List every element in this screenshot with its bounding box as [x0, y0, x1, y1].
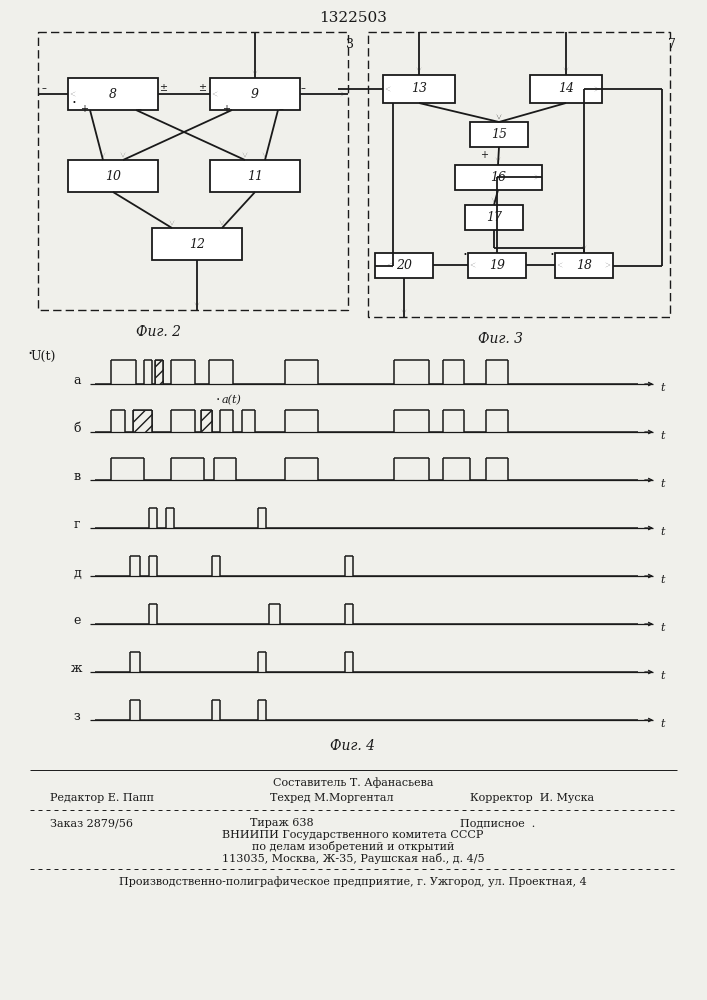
Text: ·: ·: [71, 96, 76, 111]
Bar: [465, 205, 523, 230]
Text: 18: 18: [576, 259, 592, 272]
Text: по делам изобретений и открытий: по делам изобретений и открытий: [252, 842, 454, 852]
Bar: [555, 253, 613, 278]
Text: +: +: [222, 104, 230, 114]
Text: 16: 16: [491, 171, 506, 184]
Text: Тираж 638: Тираж 638: [250, 818, 314, 828]
Text: t: t: [660, 671, 665, 681]
Bar: [455, 165, 542, 190]
Text: б: б: [74, 422, 81, 436]
Text: Составитель Т. Афанасьева: Составитель Т. Афанасьева: [273, 778, 433, 788]
Text: Техред М.Моргентал: Техред М.Моргентал: [270, 793, 394, 803]
Text: з: з: [74, 710, 81, 724]
Text: ВНИИПИ Государственного комитета СССР: ВНИИПИ Государственного комитета СССР: [222, 830, 484, 840]
Text: t: t: [660, 575, 665, 585]
Text: ·: ·: [462, 248, 467, 263]
Text: t: t: [660, 431, 665, 441]
Text: 3: 3: [346, 37, 354, 50]
Bar: [383, 75, 455, 103]
Text: ±: ±: [159, 83, 167, 93]
Text: t: t: [660, 623, 665, 633]
Text: 113035, Москва, Ж-35, Раушская наб., д. 4/5: 113035, Москва, Ж-35, Раушская наб., д. …: [222, 854, 484, 864]
Text: Фиг. 2: Фиг. 2: [136, 325, 180, 339]
Text: 10: 10: [105, 169, 121, 182]
Text: 1322503: 1322503: [319, 11, 387, 25]
Text: 20: 20: [396, 259, 412, 272]
Text: ·: ·: [549, 248, 554, 263]
Text: ·: ·: [216, 393, 221, 407]
Text: в: в: [74, 471, 81, 484]
Text: Фиг. 4: Фиг. 4: [330, 739, 375, 753]
Bar: [368, 32, 670, 317]
Text: е: е: [74, 614, 81, 628]
Text: U(t): U(t): [30, 350, 56, 362]
Text: –: –: [301, 83, 306, 93]
Text: Фиг. 3: Фиг. 3: [477, 332, 522, 346]
Text: 15: 15: [491, 128, 507, 141]
Text: Производственно-полиграфическое предприятие, г. Ужгород, ул. Проектная, 4: Производственно-полиграфическое предприя…: [119, 877, 587, 887]
Text: +: +: [80, 104, 88, 114]
Text: 11: 11: [247, 169, 263, 182]
Text: ж: ж: [71, 662, 83, 676]
Bar: [155, 360, 163, 384]
Text: Подписное  .: Подписное .: [460, 818, 535, 828]
Text: г: г: [74, 518, 81, 532]
Text: –: –: [279, 104, 284, 114]
Text: 12: 12: [189, 237, 205, 250]
Text: 17: 17: [486, 211, 502, 224]
Bar: [530, 75, 602, 103]
Text: ±: ±: [198, 83, 206, 93]
Text: 14: 14: [558, 83, 574, 96]
Text: t: t: [660, 527, 665, 537]
Text: a(t): a(t): [222, 395, 242, 405]
Bar: [210, 78, 300, 110]
Text: Корректор  И. Муска: Корректор И. Муска: [470, 793, 594, 803]
Text: 19: 19: [489, 259, 505, 272]
Bar: [152, 228, 242, 260]
Text: t: t: [660, 479, 665, 489]
Bar: [38, 32, 348, 310]
Text: Редактор Е. Папп: Редактор Е. Папп: [50, 793, 154, 803]
Text: –: –: [137, 104, 142, 114]
Bar: [201, 410, 211, 432]
Bar: [68, 78, 158, 110]
Text: t: t: [660, 383, 665, 393]
Text: Заказ 2879/56: Заказ 2879/56: [50, 818, 133, 828]
Text: t: t: [660, 719, 665, 729]
Bar: [375, 253, 433, 278]
Text: ·: ·: [28, 345, 33, 363]
Bar: [468, 253, 526, 278]
Bar: [68, 160, 158, 192]
Text: 13: 13: [411, 83, 427, 96]
Text: +: +: [480, 150, 488, 160]
Text: 9: 9: [251, 88, 259, 101]
Bar: [133, 410, 152, 432]
Bar: [470, 122, 528, 147]
Bar: [210, 160, 300, 192]
Text: 8: 8: [109, 88, 117, 101]
Text: –: –: [42, 83, 47, 93]
Text: 7: 7: [668, 37, 676, 50]
Text: д: д: [73, 566, 81, 580]
Text: а: а: [74, 374, 81, 387]
